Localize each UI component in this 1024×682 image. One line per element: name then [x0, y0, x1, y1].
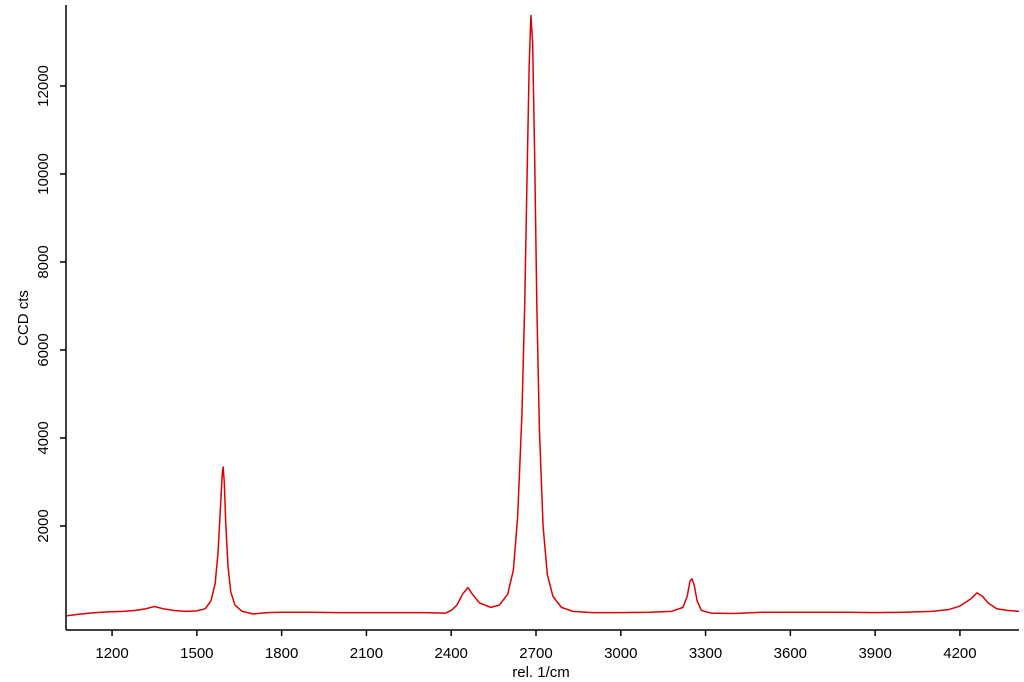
x-tick-label: 1800	[265, 645, 298, 662]
y-tick-label: 12000	[35, 65, 52, 107]
x-tick-label: 4200	[943, 645, 976, 662]
x-tick-label: 2100	[350, 645, 383, 662]
x-tick-label: 3600	[774, 645, 807, 662]
y-axis-label: CCD cts	[15, 290, 32, 346]
y-tick-label: 8000	[35, 245, 52, 278]
x-tick-label: 2700	[519, 645, 552, 662]
y-tick-label: 4000	[35, 421, 52, 454]
x-tick-label: 1500	[180, 645, 213, 662]
y-tick-label: 6000	[35, 333, 52, 366]
x-tick-label: 3300	[689, 645, 722, 662]
x-tick-label: 3900	[858, 645, 891, 662]
x-tick-label: 2400	[435, 645, 468, 662]
x-tick-label: 1200	[95, 645, 128, 662]
x-axis-label: rel. 1/cm	[512, 664, 570, 681]
x-tick-label: 3000	[604, 645, 637, 662]
y-tick-label: 2000	[35, 509, 52, 542]
spectrum-line	[66, 14, 1020, 617]
y-tick-label: 10000	[35, 153, 52, 195]
